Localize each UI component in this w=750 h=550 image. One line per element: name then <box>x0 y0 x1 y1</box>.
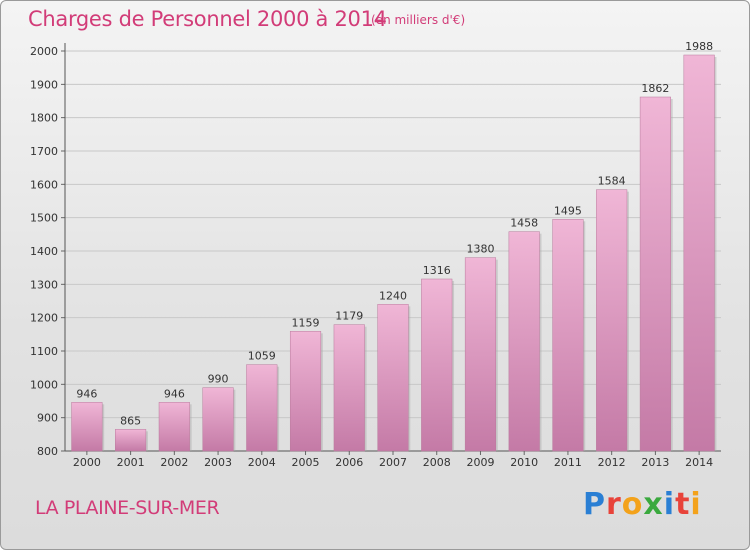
x-tick-label: 2007 <box>379 456 407 469</box>
data-label: 990 <box>208 373 229 386</box>
y-tick-label: 1700 <box>30 145 58 158</box>
bars <box>71 54 717 452</box>
data-label: 865 <box>120 414 141 427</box>
y-tick-label: 2000 <box>30 45 58 58</box>
logo-letter: t <box>675 487 691 522</box>
y-tick-label: 1600 <box>30 178 58 191</box>
bar-2002 <box>158 402 190 452</box>
data-label: 1584 <box>598 175 626 188</box>
y-tick-label: 900 <box>37 412 58 425</box>
data-label: 1862 <box>641 82 669 95</box>
data-label: 1059 <box>248 350 276 363</box>
data-label: 1316 <box>423 264 451 277</box>
bar-2011 <box>552 219 584 452</box>
y-tick-label: 1000 <box>30 378 58 391</box>
data-label: 1240 <box>379 289 407 302</box>
bar-2005 <box>289 331 322 452</box>
data-label: 1159 <box>292 316 320 329</box>
y-tick-label: 1400 <box>30 245 58 258</box>
x-tick-label: 2005 <box>292 456 320 469</box>
bar-2013 <box>639 96 671 452</box>
bar-2012 <box>596 189 628 452</box>
bar-2004 <box>246 364 278 452</box>
x-tick-label: 2011 <box>554 456 582 469</box>
logo-letter: i <box>690 487 702 522</box>
data-label: 946 <box>76 387 97 400</box>
proxiti-logo[interactable]: Proxiti <box>583 487 702 522</box>
data-label: 1179 <box>335 310 363 323</box>
commune-name: LA PLAINE-SUR-MER <box>35 497 220 519</box>
data-label: 1988 <box>685 40 713 53</box>
y-tick-label: 1200 <box>30 312 58 325</box>
x-tick-label: 2013 <box>641 456 669 469</box>
bar-2000 <box>71 402 103 452</box>
bar-2003 <box>202 387 234 452</box>
chart-subtitle: (en milliers d'€) <box>371 13 466 27</box>
bar-2010 <box>508 231 540 452</box>
x-tick-label: 2009 <box>466 456 494 469</box>
logo-letter: x <box>643 487 664 522</box>
x-tick-label: 2002 <box>160 456 188 469</box>
y-tick-labels: 800 900 1000 1100 1200 1300 1400 1500 1600 1700 18… <box>30 45 58 458</box>
data-label: 946 <box>164 387 185 400</box>
bar-2009 <box>464 257 497 452</box>
x-tick-label: 2014 <box>685 456 713 469</box>
data-labels: 946 865 946 990 1059 1159 1179 1240 1316 1380 1458… <box>76 40 713 427</box>
y-tick-label: 1500 <box>30 212 58 225</box>
x-tick-label: 2000 <box>73 456 101 469</box>
x-tick-label: 2010 <box>510 456 538 469</box>
x-tick-label: 2006 <box>335 456 363 469</box>
x-tick-label: 2012 <box>598 456 626 469</box>
logo-letter: r <box>606 487 622 522</box>
x-tick-label: 2001 <box>117 456 145 469</box>
x-tick-label: 2004 <box>248 456 276 469</box>
chart-title: Charges de Personnel 2000 à 2014 <box>28 7 387 31</box>
x-tick-labels: 2000 2001 2002 2003 2004 2005 2006 2007 2008 2009… <box>73 451 713 469</box>
data-label: 1495 <box>554 204 582 217</box>
data-label: 1380 <box>466 243 494 256</box>
logo-letter: P <box>583 487 606 522</box>
y-tick-label: 1900 <box>30 78 58 91</box>
y-tick-label: 1300 <box>30 278 58 291</box>
logo-letter: o <box>621 487 644 522</box>
y-tick-label: 800 <box>37 445 58 458</box>
bar-2006 <box>333 324 365 452</box>
x-tick-label: 2003 <box>204 456 232 469</box>
x-tick-label: 2008 <box>423 456 451 469</box>
y-tick-label: 1800 <box>30 112 58 125</box>
bar-2001 <box>115 429 147 452</box>
data-label: 1458 <box>510 217 538 230</box>
bar-2007 <box>377 304 409 452</box>
bar-2008 <box>421 278 453 452</box>
logo-letter: i <box>663 487 676 522</box>
y-tick-label: 1100 <box>30 345 58 358</box>
bar-2014 <box>683 54 715 452</box>
